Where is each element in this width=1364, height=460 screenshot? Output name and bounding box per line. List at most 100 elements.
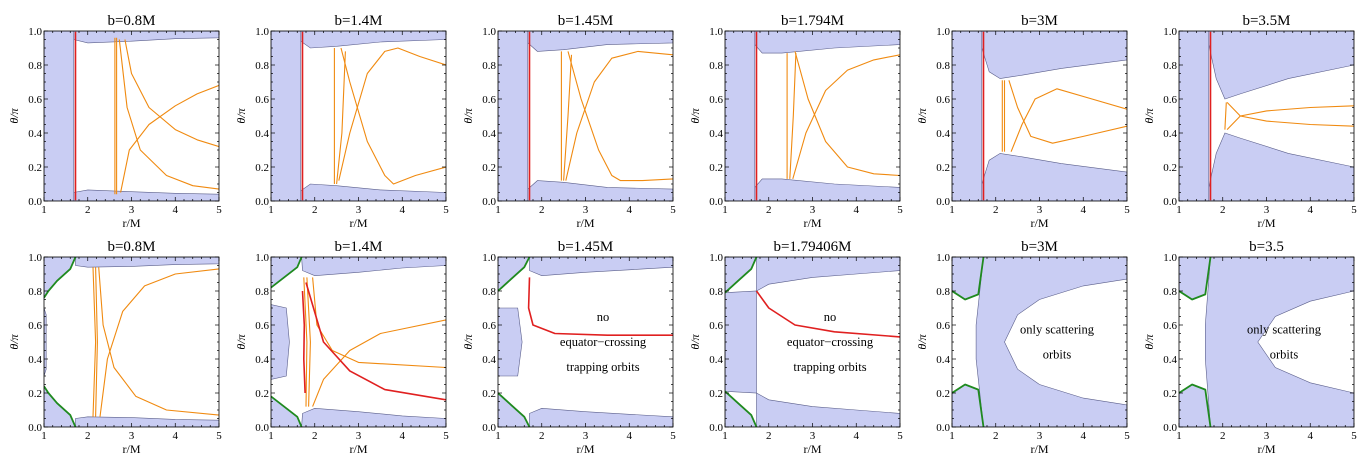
- y-axis-label: θ/π: [915, 333, 929, 349]
- panel-2: 1 2 3 4 5 0.0 0.2 0.4 0.6 0.8 1.0 b=1.4M r/M θ/π: [234, 13, 449, 230]
- panel-12: 1 2 3 4 5 0.0 0.2 0.4 0.6 0.8 1.0 b=3.5 r/M θ/π only s…: [1142, 239, 1357, 456]
- panel-title: b=3M: [1021, 13, 1058, 29]
- y-tick-label: 0.2: [255, 162, 269, 174]
- plot-area: [498, 257, 673, 427]
- x-axis-label: r/M: [1031, 216, 1049, 230]
- y-tick-label: 0.2: [482, 162, 496, 174]
- y-axis-label: θ/π: [7, 107, 21, 123]
- x-tick-label: 4: [627, 430, 633, 442]
- orbit-curve: [1008, 80, 1127, 144]
- x-tick-label: 2: [539, 430, 545, 442]
- forbidden-region: [981, 31, 1127, 79]
- x-tick-label: 2: [312, 430, 318, 442]
- x-tick-label: 5: [670, 430, 676, 442]
- y-tick-label: 0.6: [1163, 320, 1177, 332]
- y-tick-label: 1.0: [1163, 26, 1177, 38]
- y-tick-label: 1.0: [709, 252, 723, 264]
- x-tick-label: 1: [41, 430, 47, 442]
- x-tick-label: 2: [993, 430, 999, 442]
- plot-frame: [43, 256, 220, 428]
- y-tick-label: 0.8: [1163, 60, 1177, 72]
- x-axis-label: r/M: [350, 442, 368, 456]
- y-tick-label: 1.0: [482, 26, 496, 38]
- trap-curve: [527, 277, 673, 337]
- panel-title: b=1.4M: [334, 13, 382, 29]
- y-tick-label: 0.6: [936, 94, 950, 106]
- plot-area: [44, 257, 219, 427]
- y-tick-label: 0.2: [936, 162, 950, 174]
- forbidden-region: [73, 31, 219, 44]
- panel-title: b=1.4M: [334, 239, 382, 255]
- x-axis-label: r/M: [1031, 442, 1049, 456]
- orbit-curve: [98, 267, 219, 416]
- forbidden-region: [1208, 31, 1354, 100]
- orbit-curve: [306, 277, 311, 407]
- y-tick-label: 0.4: [482, 354, 496, 366]
- orbit-curve: [563, 54, 573, 181]
- panel-title: b=1.794M: [781, 13, 844, 29]
- x-tick-label: 3: [129, 204, 135, 216]
- orbit-curve: [1226, 102, 1354, 127]
- forbidden-region: [271, 31, 302, 201]
- forbidden-region: [1208, 132, 1354, 201]
- x-tick-label: 1: [268, 204, 274, 216]
- y-tick-label: 1.0: [255, 252, 269, 264]
- y-axis-label: θ/π: [1142, 107, 1156, 123]
- forbidden-region: [754, 31, 900, 54]
- x-tick-label: 3: [810, 430, 816, 442]
- x-tick-label: 5: [1351, 430, 1357, 442]
- y-tick-label: 0.4: [1163, 128, 1177, 140]
- forbidden-region: [1179, 31, 1210, 201]
- x-tick-label: 3: [356, 204, 362, 216]
- orbit-curve: [336, 51, 346, 185]
- forbidden-region: [529, 407, 673, 427]
- trap-curve: [301, 290, 306, 394]
- forbidden-region: [44, 31, 75, 201]
- panel-10: 1 2 3 4 5 0.0 0.2 0.4 0.6 0.8 1.0 b=1.79406M r/M θ/π n…: [688, 239, 903, 456]
- x-tick-label: 1: [495, 430, 501, 442]
- orbit-curve: [1010, 88, 1127, 152]
- panel-8: 1 2 3 4 5 0.0 0.2 0.4 0.6 0.8 1.0 b=1.4M r/M θ/π: [234, 239, 449, 456]
- y-axis-label: θ/π: [461, 107, 475, 123]
- x-tick-label: 5: [216, 430, 222, 442]
- x-tick-label: 5: [1124, 430, 1130, 442]
- y-axis-label: θ/π: [234, 107, 248, 123]
- boundary-curve: [498, 257, 531, 292]
- y-tick-label: 0.0: [936, 422, 950, 434]
- x-tick-label: 1: [495, 204, 501, 216]
- annotation-line: no: [824, 310, 837, 324]
- y-tick-label: 0.0: [482, 422, 496, 434]
- boundary-curve: [1179, 257, 1212, 301]
- boundary-curve: [952, 257, 985, 301]
- y-tick-label: 0.8: [255, 60, 269, 72]
- annotation-line: trapping orbits: [566, 360, 639, 374]
- y-axis-label: θ/π: [461, 333, 475, 349]
- forbidden-region: [300, 31, 446, 49]
- plot-area: [725, 257, 900, 427]
- x-tick-label: 4: [1081, 204, 1087, 216]
- plot-frame: [270, 256, 447, 428]
- y-tick-label: 0.4: [28, 354, 42, 366]
- y-tick-label: 0.0: [255, 196, 269, 208]
- y-tick-label: 0.4: [1163, 354, 1177, 366]
- plot-area: [271, 257, 446, 427]
- forbidden-region: [300, 183, 446, 201]
- trap-curve: [305, 282, 446, 401]
- orbit-curve: [312, 277, 446, 369]
- y-tick-label: 0.8: [255, 286, 269, 298]
- y-tick-label: 0.8: [1163, 286, 1177, 298]
- boundary-curve: [725, 390, 758, 427]
- x-tick-label: 2: [539, 204, 545, 216]
- orbit-curve: [792, 54, 900, 180]
- forbidden-region: [527, 31, 673, 52]
- x-tick-label: 4: [400, 430, 406, 442]
- x-axis-label: r/M: [123, 216, 141, 230]
- y-tick-label: 0.4: [709, 354, 723, 366]
- forbidden-region: [981, 153, 1127, 201]
- y-tick-label: 1.0: [936, 252, 950, 264]
- orbit-curve: [565, 50, 673, 181]
- annotation-line: no: [597, 310, 610, 324]
- boundary-curve: [44, 257, 77, 299]
- y-tick-label: 0.0: [936, 196, 950, 208]
- y-tick-label: 0.8: [936, 286, 950, 298]
